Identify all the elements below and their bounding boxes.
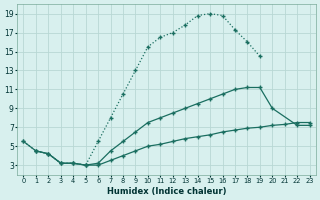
X-axis label: Humidex (Indice chaleur): Humidex (Indice chaleur) <box>107 187 226 196</box>
